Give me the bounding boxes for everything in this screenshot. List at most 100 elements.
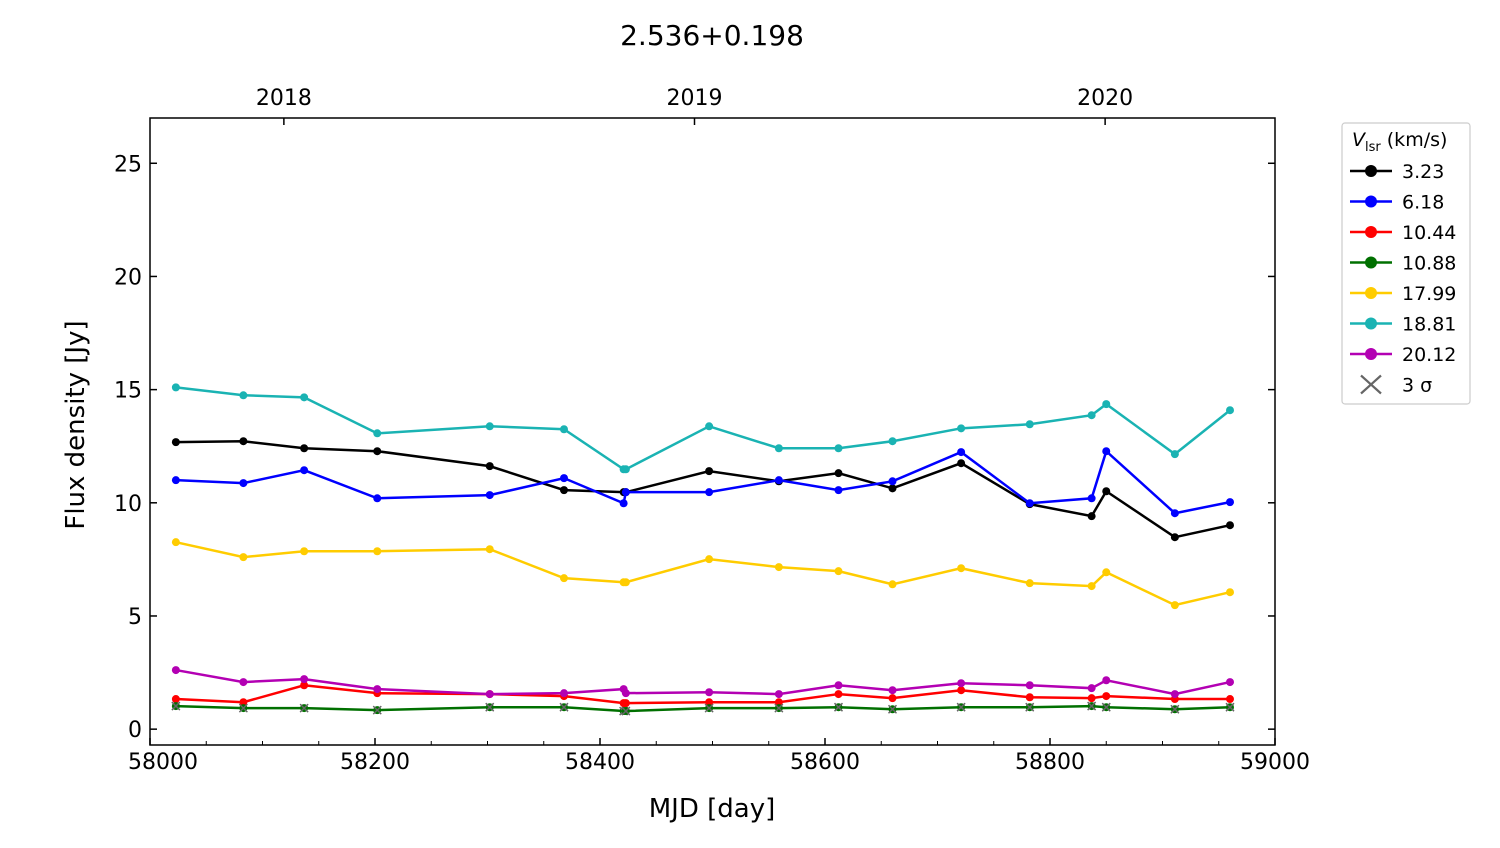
- sigma-marker: [1025, 702, 1035, 712]
- data-point: [300, 466, 309, 475]
- y-tick-label: 0: [128, 718, 142, 743]
- data-point: [774, 476, 783, 485]
- legend-label: 18.81: [1402, 314, 1456, 336]
- sigma-marker: [774, 703, 784, 713]
- data-point: [1226, 678, 1234, 687]
- data-point: [957, 686, 966, 695]
- sigma-marker: [372, 705, 382, 715]
- data-point: [705, 467, 714, 476]
- plot-frame: [149, 117, 1276, 746]
- data-point: [834, 690, 843, 699]
- data-point: [1226, 588, 1234, 597]
- data-point: [888, 694, 897, 703]
- legend-marker: [1365, 226, 1377, 238]
- data-point: [1025, 579, 1034, 588]
- data-point: [373, 447, 382, 456]
- x-tick-label: 58000: [128, 750, 198, 775]
- data-point: [560, 689, 568, 698]
- data-point: [1170, 533, 1179, 542]
- data-point: [300, 444, 309, 453]
- data-point: [621, 578, 630, 587]
- data-point: [239, 678, 248, 687]
- series-10.44: [171, 681, 1234, 708]
- data-point: [485, 422, 494, 431]
- data-point: [239, 437, 248, 446]
- data-point: [300, 675, 309, 684]
- data-point: [239, 479, 248, 488]
- data-point: [373, 685, 382, 694]
- series-18.81: [171, 383, 1234, 474]
- data-point: [239, 391, 248, 400]
- legend-marker: [1365, 256, 1377, 269]
- x-axis-label: MJD [day]: [649, 794, 776, 824]
- series-20.12: [171, 666, 1234, 699]
- data-point: [1102, 487, 1111, 496]
- data-point: [621, 699, 630, 708]
- y-tick-label: 25: [114, 152, 142, 177]
- data-point: [1102, 447, 1111, 456]
- legend-title: Vlsr (km/s): [1352, 129, 1447, 155]
- series-line: [175, 439, 1231, 539]
- legend-label: 3.23: [1402, 161, 1444, 183]
- data-point: [774, 698, 783, 707]
- data-point: [774, 690, 783, 699]
- sigma-marker: [559, 702, 569, 712]
- sigma-marker: [299, 703, 309, 713]
- data-point: [239, 698, 248, 707]
- series-6.18: [171, 447, 1234, 518]
- sigma-marker: [238, 703, 248, 713]
- data-point: [1226, 521, 1234, 530]
- sigma-marker: [833, 702, 844, 712]
- sigma-marker: [1225, 702, 1235, 712]
- data-point: [1087, 684, 1096, 693]
- data-point: [834, 567, 843, 576]
- legend-marker: [1365, 287, 1377, 299]
- data-point: [485, 545, 494, 554]
- data-point: [171, 476, 180, 485]
- data-point: [957, 448, 966, 457]
- data-point: [888, 580, 897, 589]
- data-point: [171, 538, 180, 547]
- sigma-marker: [621, 706, 631, 716]
- top-year-label: 2019: [667, 86, 723, 111]
- data-point: [1170, 601, 1179, 610]
- data-point: [485, 690, 494, 699]
- data-point: [1025, 420, 1034, 429]
- top-year-label: 2018: [256, 86, 312, 111]
- data-point: [834, 469, 843, 478]
- data-point: [300, 547, 309, 556]
- data-point: [1170, 450, 1179, 459]
- data-point: [888, 437, 897, 446]
- legend-label-sigma: 3 σ: [1402, 375, 1432, 397]
- data-point: [171, 383, 180, 392]
- data-point: [171, 666, 180, 675]
- series-line: [175, 668, 1231, 696]
- data-point: [1102, 568, 1111, 577]
- data-point: [621, 465, 630, 474]
- series-17.99: [171, 538, 1234, 610]
- data-point: [1025, 693, 1034, 702]
- data-point: [373, 547, 382, 556]
- legend-frame: [1341, 122, 1471, 405]
- data-point: [957, 564, 966, 573]
- data-point: [171, 438, 180, 447]
- series-line: [175, 386, 1231, 471]
- x-tick-label: 58800: [1015, 750, 1085, 775]
- legend: Vlsr (km/s) 3.23 6.18 10.44 10.88 17.99 18.81…: [1341, 122, 1471, 405]
- data-point: [888, 686, 897, 695]
- data-point: [1025, 681, 1034, 690]
- data-point: [560, 486, 568, 495]
- x-tick-label: 58400: [565, 750, 635, 775]
- series-line: [175, 540, 1231, 607]
- data-point: [774, 444, 783, 453]
- x-tick-label: 58200: [340, 750, 410, 775]
- data-point: [1102, 692, 1111, 701]
- x-tick-label: 58600: [790, 750, 860, 775]
- chart-title: 2.536+0.198: [620, 19, 804, 52]
- data-point: [957, 679, 966, 688]
- data-point: [621, 689, 630, 698]
- y-tick-label: 15: [114, 379, 142, 404]
- data-point: [1087, 694, 1096, 703]
- data-point: [373, 429, 382, 438]
- sigma-marker: [1087, 701, 1097, 711]
